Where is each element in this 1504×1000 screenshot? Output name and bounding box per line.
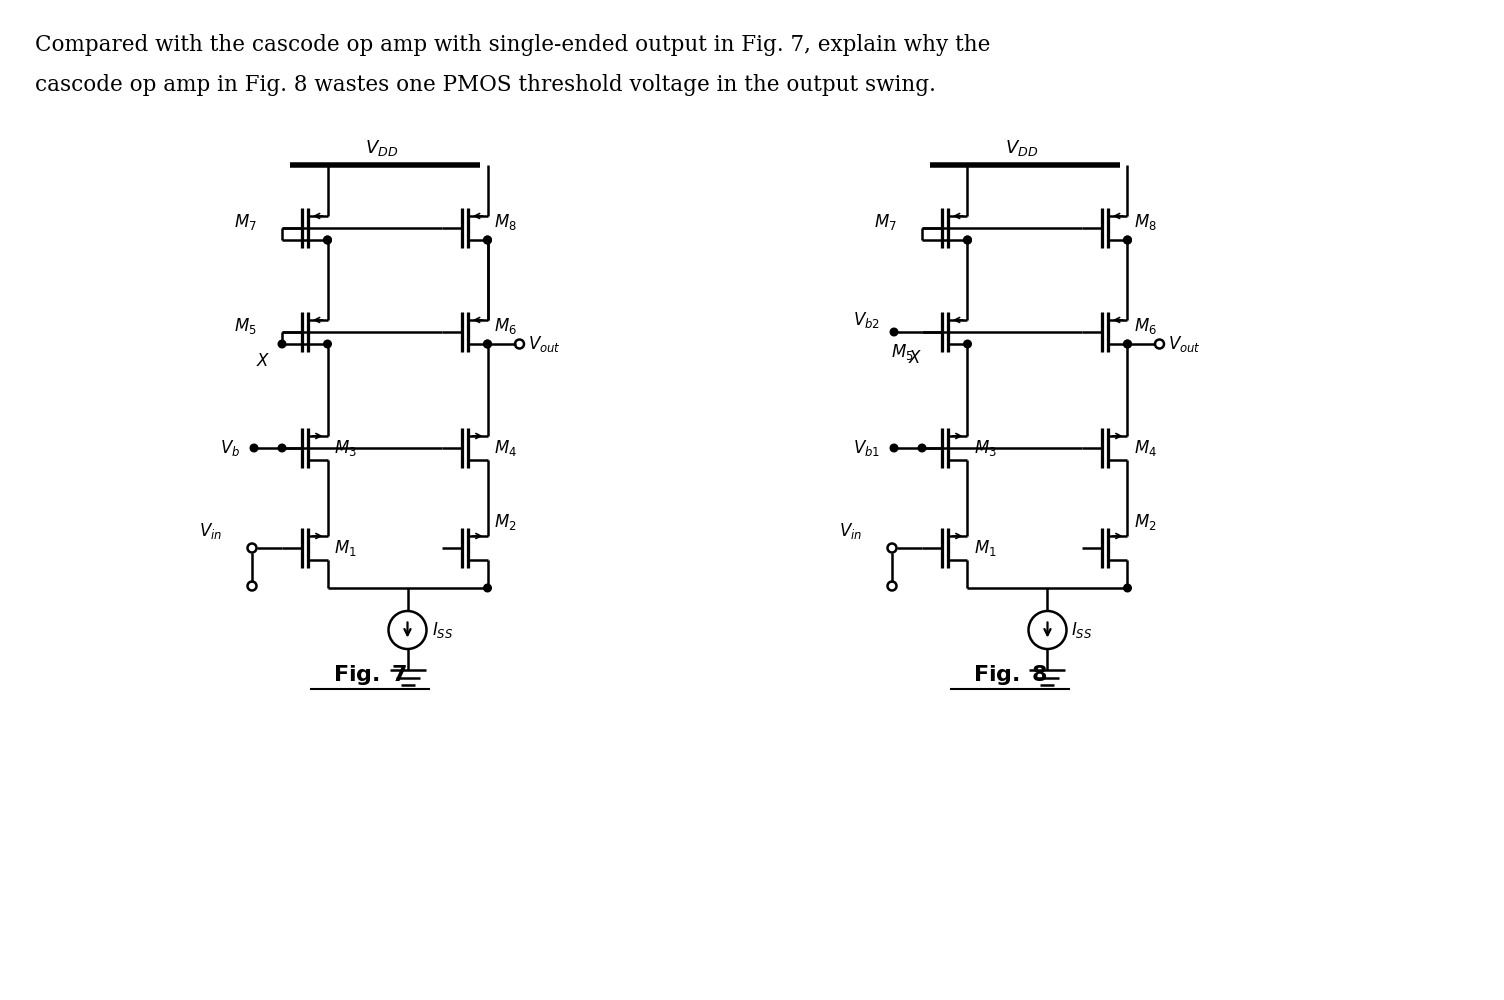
Circle shape [484, 340, 492, 348]
Circle shape [964, 340, 972, 348]
Text: $M_7$: $M_7$ [874, 212, 896, 232]
Text: $M_5$: $M_5$ [892, 342, 914, 362]
Circle shape [278, 444, 286, 452]
Circle shape [1123, 236, 1131, 244]
Text: $M_3$: $M_3$ [975, 438, 997, 458]
Text: $V_{in}$: $V_{in}$ [199, 521, 223, 541]
Circle shape [323, 340, 331, 348]
Text: Compared with the cascode op amp with single-ended output in Fig. 7, explain why: Compared with the cascode op amp with si… [35, 34, 990, 56]
Text: $M_6$: $M_6$ [1134, 316, 1158, 336]
Text: $M_2$: $M_2$ [495, 512, 517, 532]
Text: $M_6$: $M_6$ [495, 316, 517, 336]
Text: $I_{SS}$: $I_{SS}$ [1071, 620, 1093, 640]
Text: cascode op amp in Fig. 8 wastes one PMOS threshold voltage in the output swing.: cascode op amp in Fig. 8 wastes one PMOS… [35, 74, 935, 96]
Text: $V_{in}$: $V_{in}$ [839, 521, 862, 541]
Circle shape [278, 340, 286, 348]
Circle shape [484, 236, 492, 244]
Text: $M_4$: $M_4$ [1134, 438, 1158, 458]
Text: $V_{out}$: $V_{out}$ [528, 334, 561, 354]
Text: $X$: $X$ [256, 352, 271, 370]
Text: $M_7$: $M_7$ [235, 212, 257, 232]
Text: $V_{DD}$: $V_{DD}$ [365, 138, 399, 158]
Circle shape [1123, 584, 1131, 592]
Circle shape [323, 236, 331, 244]
Circle shape [890, 328, 898, 336]
Text: $\mathbf{Fig.\ 8}$: $\mathbf{Fig.\ 8}$ [973, 663, 1047, 687]
Text: $V_{out}$: $V_{out}$ [1167, 334, 1200, 354]
Text: $M_8$: $M_8$ [495, 212, 517, 232]
Circle shape [1123, 340, 1131, 348]
Circle shape [964, 236, 972, 244]
Circle shape [964, 236, 972, 244]
Text: $\mathbf{Fig.\ 7}$: $\mathbf{Fig.\ 7}$ [332, 663, 408, 687]
Circle shape [1123, 236, 1131, 244]
Circle shape [484, 584, 492, 592]
Text: $X$: $X$ [907, 349, 922, 367]
Circle shape [250, 444, 257, 452]
Text: $M_1$: $M_1$ [334, 538, 358, 558]
Text: $M_3$: $M_3$ [334, 438, 358, 458]
Circle shape [919, 444, 926, 452]
Text: $M_4$: $M_4$ [495, 438, 517, 458]
Text: $M_8$: $M_8$ [1134, 212, 1158, 232]
Text: $V_b$: $V_b$ [220, 438, 241, 458]
Circle shape [484, 340, 492, 348]
Circle shape [484, 236, 492, 244]
Circle shape [1123, 340, 1131, 348]
Text: $V_{b1}$: $V_{b1}$ [853, 438, 880, 458]
Text: $V_{DD}$: $V_{DD}$ [1005, 138, 1038, 158]
Text: $M_1$: $M_1$ [975, 538, 997, 558]
Circle shape [323, 236, 331, 244]
Text: $M_2$: $M_2$ [1134, 512, 1157, 532]
Circle shape [890, 444, 898, 452]
Text: $M_5$: $M_5$ [235, 316, 257, 336]
Text: $I_{SS}$: $I_{SS}$ [432, 620, 453, 640]
Text: $V_{b2}$: $V_{b2}$ [853, 310, 880, 330]
